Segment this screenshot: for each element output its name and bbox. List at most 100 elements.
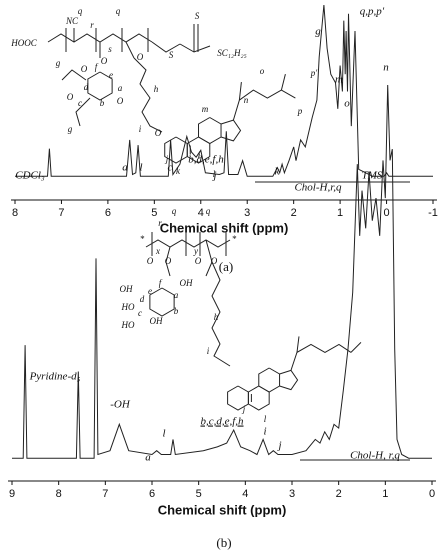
structure-label: x <box>155 246 160 256</box>
x-tick-label: 6 <box>149 488 155 500</box>
structure-label: O <box>67 92 74 102</box>
structure-label: O <box>147 256 154 266</box>
bond <box>149 287 175 317</box>
peak-label: l <box>162 428 165 440</box>
structure-label: e <box>148 286 152 296</box>
structure-label: r <box>90 20 94 30</box>
peak-label: m <box>335 74 343 86</box>
bond <box>61 69 87 81</box>
x-tick-label: 1 <box>337 207 343 219</box>
bond <box>145 239 231 248</box>
structure-label: OH <box>150 316 163 326</box>
peak-label: Chol-H, r,q <box>350 450 400 462</box>
bond <box>211 261 231 367</box>
peak-label: n <box>383 62 389 74</box>
structure-label: O <box>195 256 202 266</box>
peak-label: q,p,p′ <box>360 6 385 18</box>
bond <box>350 342 362 353</box>
spectrum-line <box>12 84 432 459</box>
structure-label: c <box>78 98 82 108</box>
bond <box>151 41 181 53</box>
x-tick-label: 7 <box>102 488 108 500</box>
x-tick-label: 5 <box>196 488 202 500</box>
structure-label: k <box>176 166 181 176</box>
structure-label: OH <box>180 278 193 288</box>
x-tick-label: 3 <box>289 488 295 500</box>
bond <box>165 246 171 277</box>
structure-label: O <box>81 64 88 74</box>
structure-label: j <box>165 154 169 164</box>
structure-label: O <box>165 256 172 266</box>
peak-label: c <box>168 162 173 174</box>
x-tick-label: 1 <box>382 488 388 500</box>
structure-label: q <box>206 206 211 216</box>
peak-label: a <box>122 162 128 174</box>
structure-label: g <box>56 58 61 68</box>
structure-label: i <box>139 124 142 134</box>
structure-label: o <box>260 66 265 76</box>
structure-label: * <box>232 234 237 244</box>
structure-label: HO <box>121 320 135 330</box>
x-tick-label: 6 <box>105 207 111 219</box>
structure-label: b <box>174 306 179 316</box>
bond <box>125 41 135 59</box>
structure-label: d <box>84 82 89 92</box>
bond <box>279 369 299 391</box>
structure-label: HOOC <box>10 38 37 48</box>
structure-label: * <box>140 234 145 244</box>
structure-label: s <box>108 44 112 54</box>
structure-label: p′ <box>310 68 319 78</box>
structure-label: l <box>264 414 267 424</box>
structure-label: q <box>172 206 177 216</box>
peak-label: TMS <box>362 170 383 182</box>
structure-label: m <box>202 104 209 114</box>
structure-label: c <box>138 308 142 318</box>
bond <box>290 343 352 371</box>
x-tick-label: 9 <box>9 488 15 500</box>
peak-label: i <box>197 150 200 162</box>
x-axis-label: Chemical shift (ppm) <box>160 220 289 235</box>
structure-label: OH <box>120 284 133 294</box>
x-tick-label: 8 <box>56 488 62 500</box>
x-axis-label: Chemical shift (ppm) <box>158 502 287 517</box>
bond <box>87 71 113 101</box>
bond <box>47 33 153 43</box>
x-tick-label: 8 <box>12 207 18 219</box>
structure-label: i <box>207 346 210 356</box>
structure-label: f <box>95 62 99 72</box>
caption: (b) <box>216 535 231 550</box>
x-tick-label: 3 <box>244 207 250 219</box>
structure-label: d <box>140 294 145 304</box>
structure-label: O <box>137 52 144 62</box>
structure-label: a <box>118 83 123 93</box>
peak-label: a <box>145 452 151 464</box>
x-tick-label: 0 <box>429 488 435 500</box>
structure-label: y <box>193 246 198 256</box>
bond <box>198 117 222 145</box>
bond <box>238 82 242 101</box>
bond <box>232 89 296 121</box>
bond <box>179 43 211 53</box>
bond <box>296 336 300 353</box>
spectrum-line <box>15 4 433 177</box>
bond <box>133 57 163 133</box>
peak-label: b,d,e,f,h <box>188 154 224 166</box>
bond <box>227 385 249 411</box>
structure-label: q <box>78 6 83 16</box>
structure-label: a <box>174 290 179 300</box>
x-tick-label: 2 <box>291 207 297 219</box>
bond <box>75 97 91 127</box>
peak-label: k <box>275 166 281 178</box>
peak-label: CDCl₃ <box>15 170 45 182</box>
x-tick-label: 7 <box>58 207 64 219</box>
peak-label: Pyridine-d₅ <box>29 371 81 383</box>
structure-label: S <box>195 11 200 21</box>
structure-label: e <box>109 70 113 80</box>
structure-label: O <box>211 256 218 266</box>
bond <box>220 119 242 142</box>
x-tick-label: -1 <box>428 207 438 219</box>
structure-label: HO <box>121 302 135 312</box>
structure-label: SC₁₂H₂₅ <box>217 48 247 58</box>
peak-label: j <box>276 440 281 452</box>
peak-label: b,c,d,e,f,h <box>200 416 244 428</box>
